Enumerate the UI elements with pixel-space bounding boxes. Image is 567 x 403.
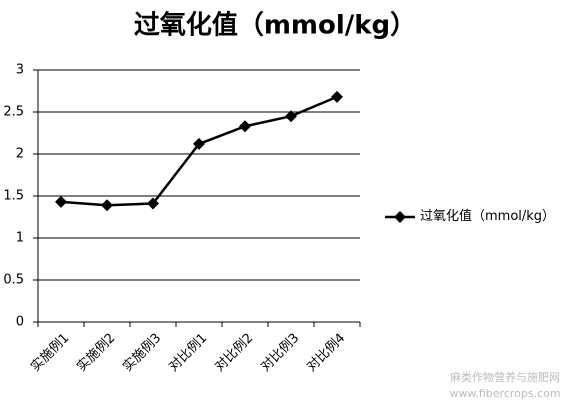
marker [55,195,67,208]
y-tick-label: 1.5 [3,189,24,204]
y-tick-label: 2.5 [3,105,24,120]
marker [331,90,343,103]
y-tick-label: 0 [16,315,24,330]
watermark: 麻类作物营养与施肥网 [450,370,560,384]
marker [101,199,113,212]
chart-title: 过氧化值（mmol/kg） [134,11,416,41]
x-tick-label: 对比例1 [166,331,210,375]
x-tick-label: 对比例2 [212,331,256,375]
x-tick-label: 实施例2 [74,331,118,375]
x-tick-label: 对比例3 [258,331,302,375]
legend-label: 过氧化值（mmol/kg） [420,209,556,224]
x-tick-label: 对比例4 [304,331,348,375]
marker [285,110,297,123]
marker [147,197,159,210]
line [60,95,338,207]
y-tick-label: 0.5 [3,273,24,288]
x-tick-label: 实施例1 [28,331,72,375]
marker [239,120,251,133]
watermark: www.fibercrops.com [449,387,560,400]
x-tick-label: 实施例3 [120,331,164,375]
marker [193,137,205,150]
legend-marker [394,211,406,223]
y-tick-label: 1 [16,231,24,246]
y-tick-label: 2 [16,147,24,162]
y-tick-label: 3 [16,63,24,78]
